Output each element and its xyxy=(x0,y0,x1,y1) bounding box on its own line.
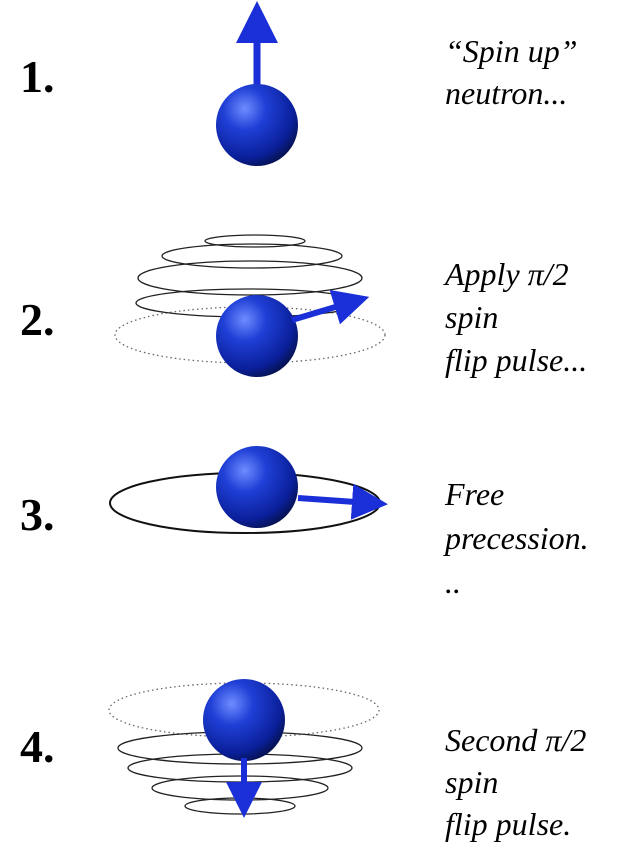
diagram: 1. “Spin up” neutron... 2. Apply π/2 spi… xyxy=(0,0,625,845)
spiral xyxy=(138,261,362,295)
step-text: spin xyxy=(445,299,498,335)
step-2: 2. Apply π/2 spin flip pulse... xyxy=(20,235,587,378)
neutron xyxy=(203,679,285,761)
step-text: Apply π/2 xyxy=(443,256,569,292)
spiral xyxy=(152,776,328,800)
spin-arrow xyxy=(298,498,370,503)
neutron xyxy=(216,84,298,166)
step-number: 2. xyxy=(20,294,55,345)
step-text: .. xyxy=(445,564,461,600)
step-1: 1. “Spin up” neutron... xyxy=(20,22,577,166)
step-text: “Spin up” xyxy=(445,33,577,69)
step-number: 4. xyxy=(20,721,55,772)
step-text: Second π/2 xyxy=(445,722,586,758)
step-number: 3. xyxy=(20,489,55,540)
neutron xyxy=(216,446,298,528)
step-text: flip pulse. xyxy=(445,806,571,842)
step-number: 1. xyxy=(20,51,55,102)
step-4: 4. Second π/2 spin flip pulse. xyxy=(20,679,586,842)
step-3: 3. Free precession. .. xyxy=(20,446,589,600)
spiral xyxy=(205,235,305,247)
step-text: neutron... xyxy=(445,75,567,111)
step-text: Free xyxy=(444,476,504,512)
neutron xyxy=(216,295,298,377)
step-text: precession. xyxy=(443,520,589,556)
step-text: spin xyxy=(445,764,498,800)
step-text: flip pulse... xyxy=(445,342,587,378)
